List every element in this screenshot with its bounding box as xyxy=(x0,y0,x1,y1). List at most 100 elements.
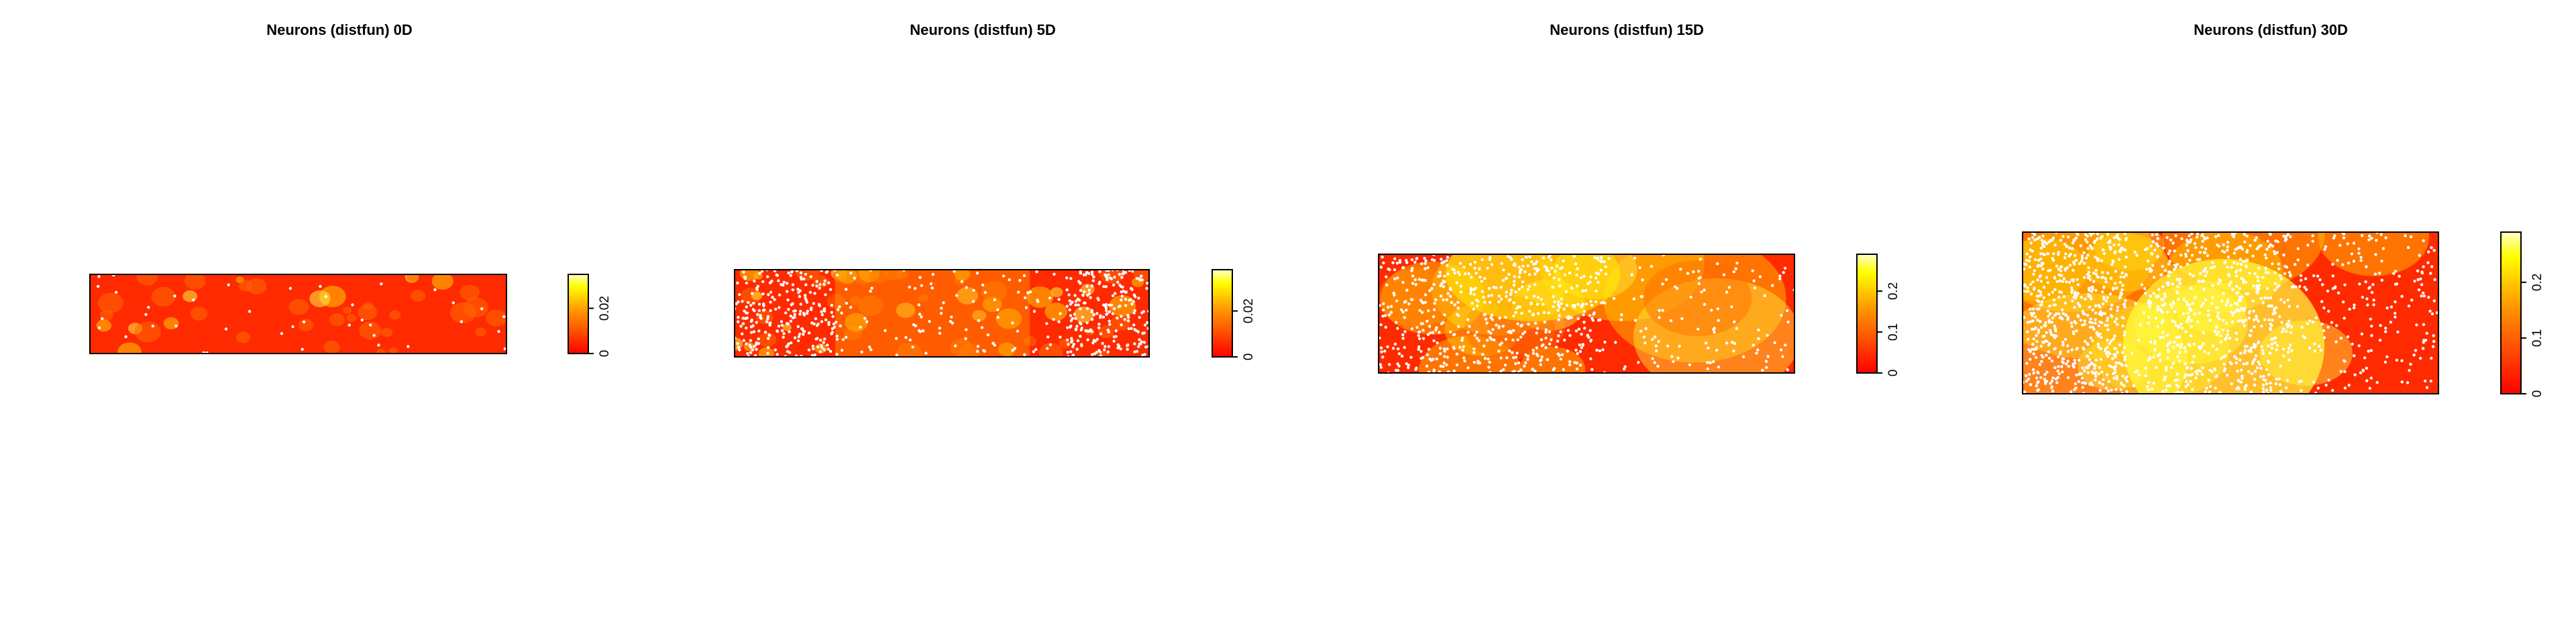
neuron-point xyxy=(2198,272,2202,275)
neuron-point xyxy=(840,311,843,315)
neuron-point xyxy=(1401,337,1405,340)
neuron-point xyxy=(2178,277,2182,281)
neuron-point xyxy=(1139,274,1143,278)
neuron-point xyxy=(2257,266,2261,270)
neuron-point xyxy=(1492,286,1495,289)
neuron-point xyxy=(1735,261,1739,265)
neuron-point xyxy=(2101,302,2105,306)
neuron-point xyxy=(824,293,827,297)
neuron-point xyxy=(2216,306,2219,309)
neuron-point xyxy=(2055,264,2059,268)
neuron-point xyxy=(2259,366,2263,370)
neuron-point xyxy=(2296,305,2300,308)
neuron-point xyxy=(1517,361,1521,365)
neuron-point xyxy=(2330,388,2334,392)
neuron-point xyxy=(1532,348,1535,352)
neuron-point xyxy=(816,345,820,349)
neuron-point xyxy=(786,350,790,354)
neuron-point xyxy=(1472,351,1476,354)
neuron-point xyxy=(1419,357,1423,360)
neuron-point xyxy=(2066,344,2070,347)
neuron-point xyxy=(2226,301,2229,304)
neuron-point xyxy=(1075,347,1079,351)
neuron-point xyxy=(2089,317,2092,321)
neuron-point xyxy=(860,350,863,354)
neuron-point xyxy=(2188,272,2192,276)
neuron-point xyxy=(830,303,834,307)
neuron-point xyxy=(1638,266,1642,270)
neuron-point xyxy=(2196,372,2199,376)
neuron-point xyxy=(2104,352,2108,356)
neuron-point xyxy=(822,309,826,313)
neuron-point xyxy=(1756,348,1760,352)
neuron-point xyxy=(1077,280,1081,283)
heatmap-blob xyxy=(1603,254,1786,363)
neuron-point xyxy=(2198,250,2202,254)
neuron-point xyxy=(2429,379,2432,383)
neuron-point xyxy=(1077,299,1081,302)
neuron-point xyxy=(1401,280,1405,284)
neuron-point xyxy=(1758,275,1762,278)
neuron-point xyxy=(1574,262,1578,266)
neuron-point xyxy=(1459,290,1463,294)
neuron-point xyxy=(2339,336,2343,340)
neuron-point xyxy=(2408,369,2411,372)
neuron-point xyxy=(2365,297,2369,301)
neuron-point xyxy=(2218,278,2221,282)
neuron-point xyxy=(2097,345,2100,349)
neuron-point xyxy=(2289,274,2292,277)
neuron-point xyxy=(2025,252,2029,256)
neuron-point xyxy=(1485,339,1489,342)
neuron-point xyxy=(2058,352,2062,356)
neuron-point xyxy=(1446,256,1450,259)
neuron-point xyxy=(2268,352,2272,355)
neuron-point xyxy=(1104,345,1107,348)
neuron-point xyxy=(2040,354,2043,358)
neuron-point xyxy=(2191,360,2194,364)
neuron-point xyxy=(743,277,747,280)
heatmap-blob xyxy=(134,321,161,343)
neuron-point xyxy=(2115,374,2118,378)
neuron-point xyxy=(1091,353,1094,356)
neuron-point xyxy=(2257,340,2261,343)
neuron-point xyxy=(2050,333,2053,336)
neuron-points xyxy=(2023,232,2438,394)
neuron-point xyxy=(1536,303,1540,306)
neuron-point xyxy=(1612,297,1616,300)
neuron-point xyxy=(1065,276,1069,280)
neuron-point xyxy=(2239,263,2243,266)
neuron-point xyxy=(2025,362,2029,365)
neuron-point xyxy=(2282,347,2286,351)
heatmap-blob xyxy=(1099,270,1125,284)
neuron-point xyxy=(1757,328,1760,332)
neuron-point xyxy=(1443,355,1446,358)
neuron-point xyxy=(2090,383,2094,387)
neuron-point xyxy=(2314,316,2318,319)
neuron-point xyxy=(2068,246,2072,250)
neuron-point xyxy=(2215,347,2218,351)
neuron-point xyxy=(2031,347,2034,351)
neuron-point xyxy=(1766,333,1769,337)
neuron-point xyxy=(2098,366,2101,370)
neuron-point xyxy=(818,286,821,290)
neuron-point xyxy=(2222,362,2226,366)
neuron-point xyxy=(2070,286,2074,290)
colorbar-gradient xyxy=(568,274,589,354)
neuron-point xyxy=(2392,272,2396,275)
neuron-point xyxy=(1547,256,1551,259)
neuron-point xyxy=(824,318,828,321)
neuron-point xyxy=(2214,325,2218,329)
neuron-point xyxy=(2106,233,2110,236)
neuron-point xyxy=(766,352,769,355)
neuron-point xyxy=(2030,313,2033,316)
neuron-point xyxy=(2143,287,2147,290)
neuron-point xyxy=(1035,270,1038,274)
neuron-point xyxy=(1011,321,1014,325)
neuron-point xyxy=(737,300,740,304)
neuron-point xyxy=(2290,285,2294,289)
neuron-point xyxy=(2195,235,2199,239)
neuron-point xyxy=(2322,329,2326,333)
neuron-point xyxy=(2212,265,2216,268)
neuron-point xyxy=(2053,313,2057,317)
